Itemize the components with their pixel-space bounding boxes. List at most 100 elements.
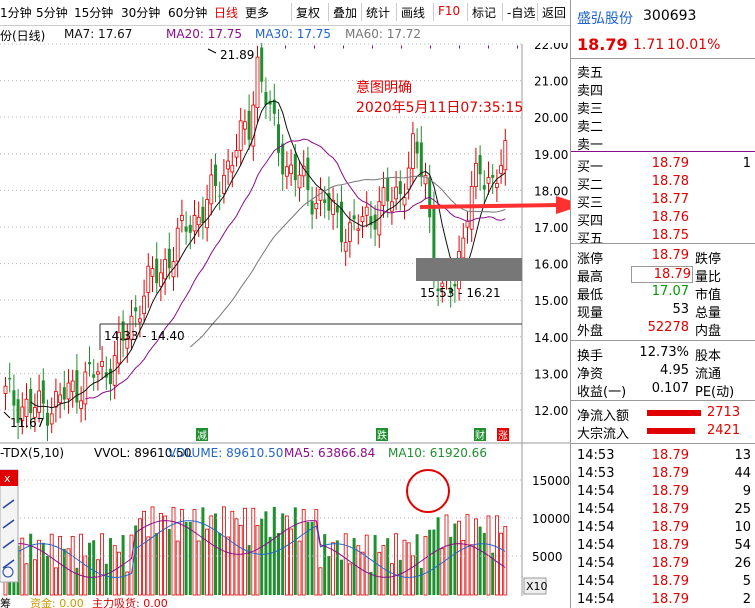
toolbar-separator	[291, 3, 292, 21]
toolbar-item-6[interactable]: 更多	[245, 6, 270, 20]
volume-unit-label: X10	[526, 580, 548, 593]
draw-tool-panel[interactable]	[0, 469, 19, 583]
candle-up	[331, 199, 336, 215]
tick-price: 18.79	[651, 466, 689, 481]
candle-down	[62, 387, 66, 400]
draw-tool-icon[interactable]	[2, 539, 15, 549]
toolbar-item-7[interactable]: 复权	[296, 6, 321, 20]
draw-tool-icon[interactable]	[2, 559, 15, 569]
candle-down	[340, 201, 343, 243]
note-time: 2020年5月11日07:35:15	[356, 100, 523, 116]
buy-level-price: 18.77	[651, 192, 689, 207]
candle-up	[33, 407, 37, 418]
candle-down	[453, 283, 457, 287]
candle-up	[465, 220, 470, 228]
tick-price: 18.79	[651, 448, 689, 463]
volume-bar-down	[109, 538, 112, 595]
candle-up	[96, 371, 100, 375]
candle-down	[155, 258, 159, 284]
volume-bar-down	[398, 559, 402, 595]
candle-down	[92, 374, 96, 378]
event-marker-box[interactable]	[497, 428, 509, 441]
divider	[571, 151, 755, 152]
sell-level-label: 卖五	[577, 66, 604, 81]
event-marker-box[interactable]	[196, 428, 208, 441]
toolbar-item-11[interactable]: F10	[438, 4, 461, 18]
volume-bar-down	[188, 521, 192, 595]
toolbar-item-8[interactable]: 叠加	[333, 6, 358, 20]
buy-level-price: 18.76	[651, 210, 689, 225]
volume-bar-up	[158, 513, 163, 596]
event-marker-box[interactable]	[376, 428, 388, 441]
toolbar-item-9[interactable]: 统计	[366, 6, 391, 20]
volume-bar-up	[503, 525, 508, 596]
volume-bar-down	[29, 533, 33, 595]
candle-up	[125, 338, 130, 349]
candle-down	[419, 142, 423, 178]
stat-label: 现量	[577, 306, 604, 321]
vol-ma10-line	[5, 520, 506, 578]
tick-volume: 25	[734, 502, 751, 517]
candle-down	[373, 214, 377, 230]
price-axis-label: 12.00	[534, 404, 568, 418]
volume-axis-label: 5000	[532, 550, 563, 564]
toolbar-item-14[interactable]: 返回	[542, 6, 567, 20]
kline-chart[interactable]: 22.00 21.00 20.00 19.00 18.00 17.00 16.00 15.00…	[0, 43, 570, 608]
price-axis-label: 17.00	[534, 221, 568, 235]
toolbar-item-3[interactable]: 30分钟	[121, 6, 161, 20]
candle-up	[192, 215, 197, 232]
candle-down	[188, 224, 192, 233]
volume-bar-up	[49, 533, 54, 596]
volume-bar-up	[54, 567, 58, 596]
volume-bar-up	[364, 534, 369, 596]
toolbar-separator	[467, 3, 468, 21]
price-axis-label: 22.00	[534, 43, 568, 52]
toolbar-item-2[interactable]: 15分钟	[74, 6, 114, 20]
draw-tool-icon[interactable]	[2, 566, 14, 578]
stat-value: 53	[672, 302, 689, 317]
candle-down	[247, 110, 251, 140]
stat2-label-2: 股本	[695, 349, 722, 364]
toolbar-item-13[interactable]: -自选	[507, 6, 536, 20]
draw-tool-close[interactable]	[0, 470, 18, 486]
stat-label: 最低	[577, 288, 604, 303]
tick-volume: 44	[734, 466, 751, 481]
toolbar-item-12[interactable]: 标记	[472, 6, 497, 20]
volume-bar-up	[381, 545, 386, 596]
tick-volume: 2	[742, 592, 751, 607]
candle-down	[310, 200, 314, 215]
price-axis-label: 16.00	[534, 258, 568, 272]
toolbar-item-10[interactable]: 画线	[401, 6, 426, 20]
candle-up	[360, 216, 365, 223]
candle-up	[402, 197, 407, 206]
draw-tool-icon[interactable]	[2, 519, 15, 529]
candle-down	[352, 215, 356, 220]
candle-down	[167, 248, 171, 269]
volume-bar-down	[88, 542, 91, 595]
volume-bar-up	[137, 518, 142, 596]
event-marker-box[interactable]	[474, 428, 486, 441]
volume-bar-up	[205, 528, 210, 596]
toolbar-item-4[interactable]: 60分钟	[168, 6, 208, 20]
volume-bar-up	[175, 540, 180, 596]
draw-tool-icon[interactable]	[2, 499, 15, 509]
volume-bar-down	[323, 534, 327, 595]
event-marker-m4: 涨	[498, 430, 508, 442]
volume-bar-up	[66, 548, 71, 596]
candle-up	[129, 315, 134, 341]
candle-up	[343, 242, 348, 252]
range-label: 15.53 - 16.21	[420, 286, 501, 300]
candle-down	[323, 199, 327, 204]
toolbar-item-1[interactable]: 5分钟	[36, 6, 68, 20]
candle-up	[406, 167, 411, 190]
volume-bar-down	[436, 517, 440, 595]
arrow-shaft	[419, 203, 561, 209]
stat2-value: 12.73%	[639, 345, 689, 360]
period-toolbar: 1分钟 5分钟 15分钟 30分钟 60分钟 日线 更多 复权 叠加 统计 画线 F10 标记 -自选 返回	[0, 0, 570, 26]
stat-label: 最高	[577, 270, 604, 285]
vol-ma5-line	[5, 520, 506, 578]
toolbar-item-0[interactable]: 1分钟	[0, 6, 32, 20]
volume-bar-up	[284, 515, 289, 596]
tick-price: 18.79	[651, 484, 689, 499]
toolbar-item-5[interactable]: 日线	[214, 6, 239, 20]
